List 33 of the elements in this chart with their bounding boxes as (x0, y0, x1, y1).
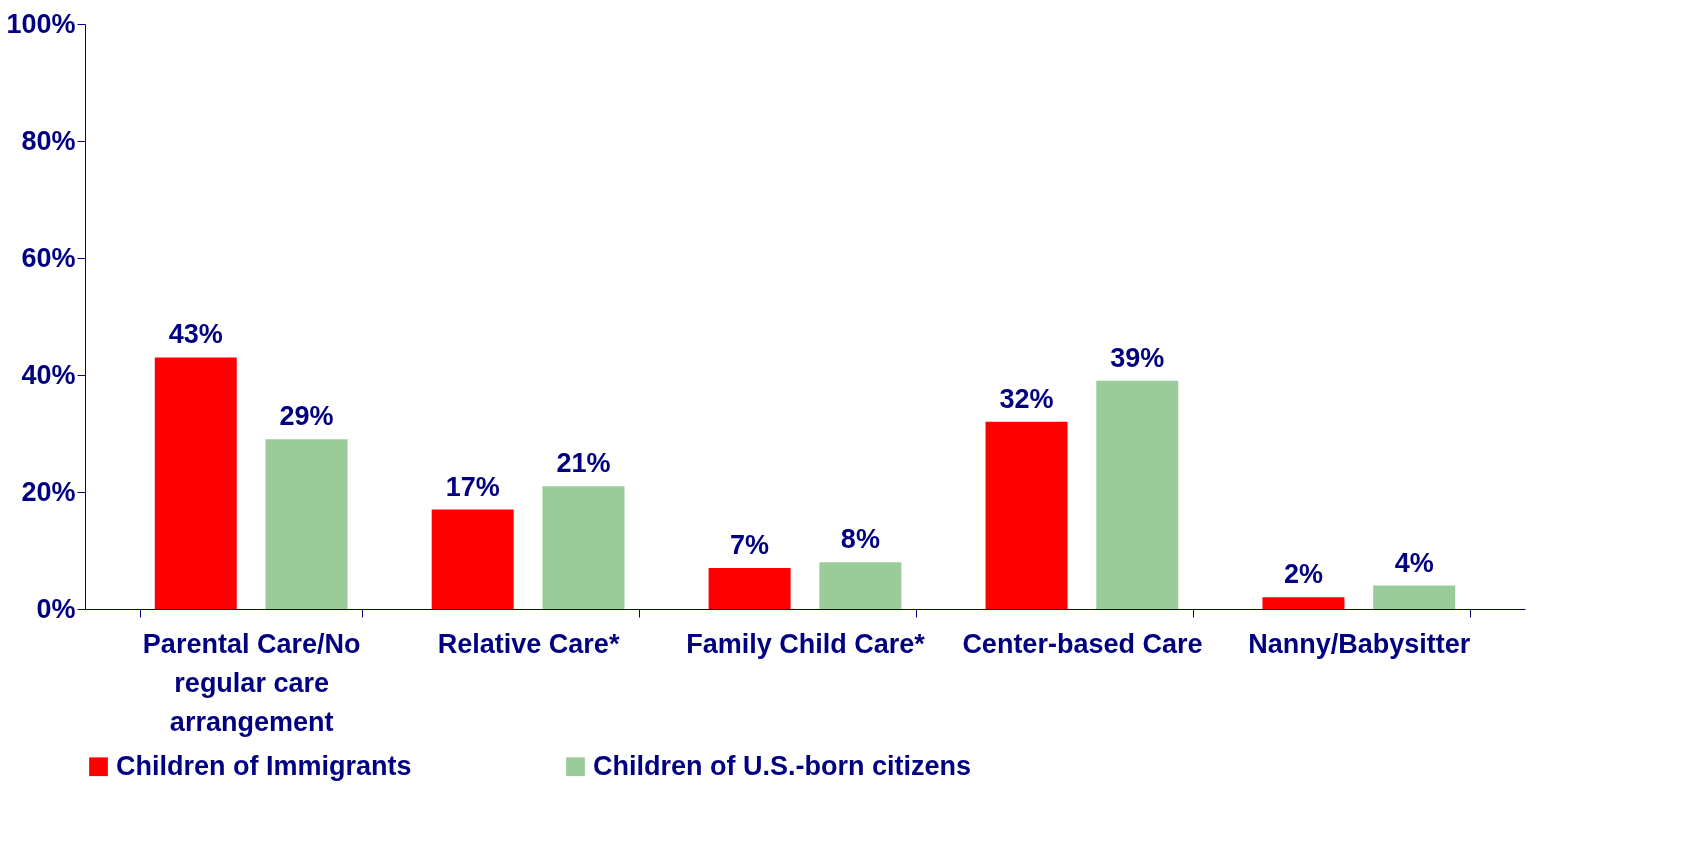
data-label: 43% (168, 319, 223, 350)
y-tick-label: 100% (6, 8, 76, 39)
data-label: 32% (999, 383, 1054, 414)
data-label: 7% (730, 530, 770, 561)
bar (1373, 585, 1456, 609)
legend-label: Children of Immigrants (116, 750, 412, 781)
bar (708, 568, 791, 609)
data-label: 17% (445, 471, 500, 502)
data-label: 39% (1110, 342, 1165, 373)
data-label: 4% (1394, 547, 1434, 578)
y-tick-label: 0% (36, 593, 76, 624)
bar (265, 439, 348, 609)
data-label: 21% (556, 448, 611, 479)
bar (819, 562, 902, 609)
x-tick-label: Family Child Care* (686, 628, 926, 659)
bar (1096, 380, 1179, 609)
x-tick-label: Center-based Care (962, 628, 1203, 659)
y-tick-label: 60% (21, 242, 76, 273)
data-label: 2% (1283, 559, 1323, 590)
data-label: 29% (279, 401, 334, 432)
x-tick-label: Parental Care/No regular care arrangement (142, 628, 361, 737)
bar (1262, 597, 1345, 609)
x-tick-label: Nanny/Babysitter (1248, 628, 1471, 659)
y-tick-label: 40% (21, 359, 76, 390)
bar (542, 486, 625, 609)
bar (154, 357, 237, 609)
x-tick-label: Relative Care* (437, 628, 620, 659)
bar (431, 509, 514, 609)
legend-label: Children of U.S.-born citizens (593, 750, 972, 781)
y-tick-label: 80% (21, 125, 76, 156)
y-tick-label: 20% (21, 476, 76, 507)
bar (985, 421, 1068, 609)
data-label: 8% (840, 524, 880, 555)
